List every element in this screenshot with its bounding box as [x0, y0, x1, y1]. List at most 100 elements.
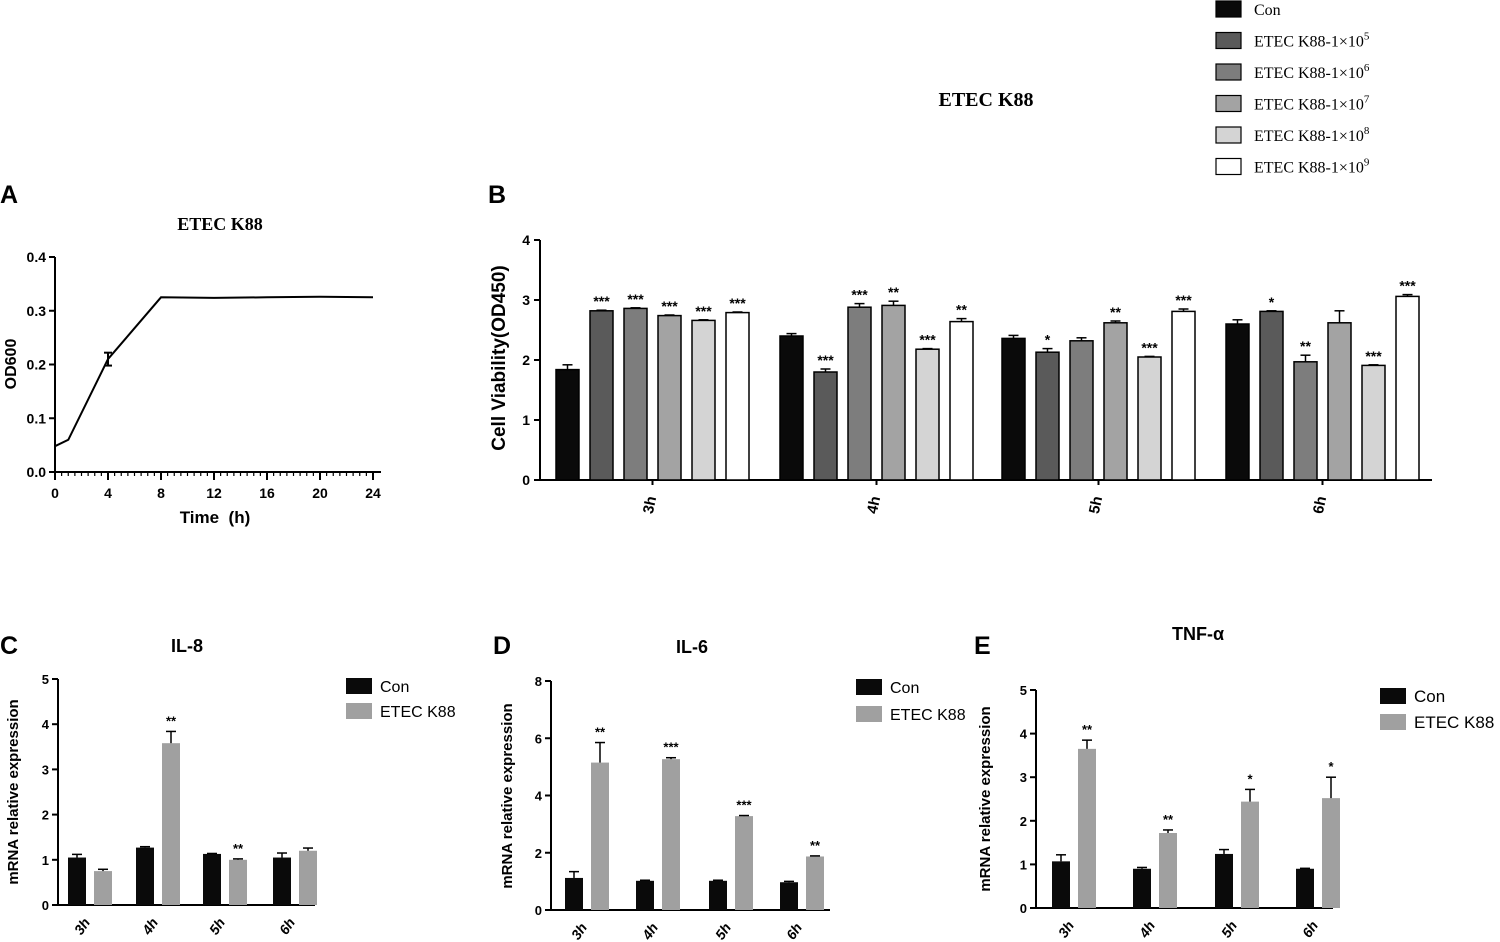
panel-b-legend-swatch [1215, 31, 1242, 50]
panel-b-y-tick-label: 2 [522, 352, 530, 368]
panel-c-legend-label: Con [380, 679, 409, 696]
panel-e-x-tick-label: 3h [1055, 918, 1077, 941]
panel-a-x-tick-label: 0 [51, 485, 59, 501]
panel-b-legend-swatch [1215, 94, 1242, 113]
panel-e-legend-swatch [1380, 714, 1406, 730]
panel-d-x-tick-label: 3h [568, 920, 590, 942]
panel-d-bar [662, 759, 680, 910]
panel-d-y-tick-label: 0 [535, 903, 542, 918]
panel-b-sig-label: *** [627, 291, 644, 307]
panel-a-y-tick-label: 0.3 [27, 303, 47, 319]
panel-b-bar [1171, 310, 1196, 481]
panel-e-bar [1322, 798, 1340, 908]
panel-d-bar [806, 856, 824, 910]
panel-e-bar [1052, 861, 1070, 908]
panel-b-sig-label: *** [851, 287, 868, 303]
panel-c-bar [273, 857, 291, 905]
panel-a-y-tick-label: 0.0 [27, 464, 47, 480]
panel-c-legend-label: ETEC K88 [380, 704, 456, 721]
panel-letter-d: D [493, 632, 511, 660]
panel-d-sig-label: ** [810, 838, 821, 853]
panel-b-sig-label: *** [695, 303, 712, 319]
panel-e-bar [1133, 868, 1151, 908]
panel-letter-e: E [974, 632, 991, 660]
panel-a-x-tick-label: 20 [312, 485, 328, 501]
panel-b-legend-swatch [1215, 0, 1242, 18]
panel-b-sig-label: *** [729, 295, 746, 311]
legend-exponent: 6 [1364, 62, 1370, 74]
panel-b-legend-label: ETEC K88-1×107 [1254, 94, 1370, 114]
panel-d-x-tick-label: 6h [783, 920, 805, 942]
panel-b-y-label: Cell Viability(OD450) [489, 265, 510, 451]
panel-b-sig-label: *** [661, 298, 678, 314]
panel-e-legend-label: Con [1414, 687, 1445, 706]
panel-c-bar [229, 859, 247, 905]
panel-b-x-tick-label: 5h [1086, 495, 1106, 516]
panel-d-x-tick-label: 5h [712, 920, 734, 942]
panel-c-y-tick-label: 3 [42, 762, 49, 777]
panel-b-bar [1137, 356, 1162, 481]
panel-b-legend-label: ETEC K88-1×109 [1254, 157, 1370, 177]
panel-c-y-tick-label: 0 [42, 898, 49, 913]
panel-d-y-tick-label: 8 [535, 674, 542, 689]
panel-b-sig-label: *** [919, 332, 936, 348]
panel-e-y-tick-label: 5 [1020, 683, 1027, 698]
panel-b-bar [1293, 361, 1318, 481]
panel-a-x-label: Time (h) [180, 508, 251, 527]
panel-b-sig-label: *** [593, 293, 610, 309]
panel-b-sig-label: * [1269, 294, 1275, 310]
panel-b-bar [881, 304, 906, 481]
panel-b-legend-label: ETEC K88-1×106 [1254, 62, 1370, 82]
panel-b-legend-label: ETEC K88-1×105 [1254, 31, 1370, 51]
panel-c-bar [68, 857, 86, 905]
legend-exponent: 8 [1364, 125, 1370, 137]
panel-letter-a: A [0, 181, 18, 209]
panel-b-bar [589, 310, 614, 481]
panel-b-legend-swatch [1215, 157, 1242, 176]
panel-b-y-tick-label: 0 [522, 472, 530, 488]
panel-d-sig-label: *** [736, 798, 752, 813]
panel-c-bar [136, 847, 154, 905]
panel-e-sig-label: ** [1082, 722, 1093, 737]
panel-b-x-tick-label: 6h [1310, 495, 1330, 516]
panel-c-legend-swatch [346, 678, 372, 694]
panel-c-y-tick-label: 5 [42, 672, 49, 687]
panel-b-sig-label: ** [1110, 304, 1121, 320]
panel-d-legend-swatch [856, 706, 882, 722]
panel-e-title: TNF-α [1172, 624, 1224, 644]
panel-e-y-label: mRNA relative expression [977, 706, 994, 891]
panel-b-bar [1395, 295, 1420, 481]
panel-b-x-tick-label: 3h [640, 495, 660, 516]
panel-e-legend-label: ETEC K88 [1414, 713, 1494, 732]
panel-e-x-tick-label: 6h [1299, 918, 1321, 941]
panel-c-bar [203, 853, 221, 905]
panel-d-sig-label: ** [595, 725, 606, 740]
panel-a-y-tick-label: 0.2 [27, 357, 47, 373]
panel-c-x-tick-label: 5h [206, 915, 228, 938]
panel-b-legend-swatch [1215, 126, 1242, 144]
panel-e-x-tick-label: 4h [1135, 918, 1158, 941]
panel-b-title: ETEC K88 [938, 89, 1033, 111]
panel-d-title: IL-6 [676, 637, 708, 657]
panel-d-y-label: mRNA relative expression [499, 703, 516, 888]
panel-b-bar [725, 311, 750, 481]
panel-e-y-tick-label: 3 [1020, 770, 1027, 785]
panel-letter-c: C [0, 632, 18, 660]
legend-exponent: 5 [1364, 31, 1370, 43]
panel-b-bar [555, 368, 580, 481]
panel-e-sig-label: * [1247, 771, 1253, 786]
panel-b-sig-label: *** [817, 352, 834, 368]
panel-b-sig-label: *** [1365, 348, 1382, 364]
panel-a-x-tick-label: 12 [206, 485, 222, 501]
panel-c-sig-label: ** [233, 841, 244, 856]
panel-e-y-tick-label: 4 [1020, 727, 1028, 742]
panel-e-y-tick-label: 1 [1020, 857, 1027, 872]
panel-c-y-tick-label: 2 [42, 808, 49, 823]
panel-d-y-tick-label: 4 [535, 789, 543, 804]
panel-e-y-tick-label: 0 [1020, 901, 1027, 916]
panel-b-y-tick-label: 4 [522, 232, 530, 248]
panel-d-bar [636, 880, 654, 910]
panel-b-sig-label: *** [1141, 339, 1158, 355]
panel-d-legend-label: Con [890, 680, 919, 697]
